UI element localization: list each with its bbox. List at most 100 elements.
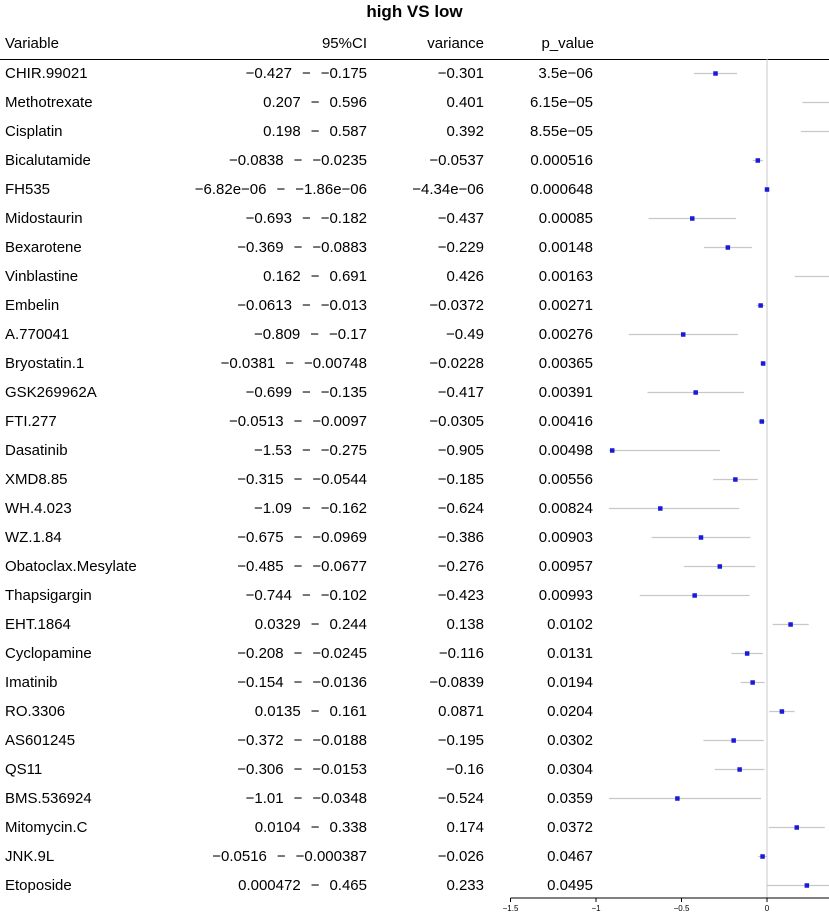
point-estimate [731, 738, 736, 743]
row-ci-high: −0.0544 [312, 471, 367, 488]
table-row: FTI.277 −0.0513− −0.0097 −0.0305 0.00416 [0, 407, 610, 436]
row-variance: 0.0871 [438, 703, 484, 720]
row-variance: −0.49 [446, 326, 484, 343]
row-ci-separator: − [285, 355, 295, 372]
row-ci-high: −0.013 [320, 297, 367, 314]
forest-row-mark [800, 130, 829, 133]
x-tick-label: −1.5 [503, 904, 519, 913]
header-rule [0, 59, 829, 60]
row-ci-separator: − [301, 587, 311, 604]
row-ci-low: 0.0104 [254, 819, 301, 836]
forest-row-mark [772, 622, 809, 627]
row-ci: −6.82e−06− −1.86e−06 [195, 175, 367, 204]
forest-row-mark [648, 216, 736, 221]
row-ci-low: −0.675 [237, 529, 284, 546]
row-ci-separator: − [276, 181, 286, 198]
row-ci: −1.53− −0.275 [254, 436, 367, 465]
row-variance: −0.229 [437, 239, 484, 256]
table-row: FH535 −6.82e−06− −1.86e−06 −4.34e−06 0.00064… [0, 175, 610, 204]
row-ci: 0.207−0.596 [263, 88, 367, 117]
row-variable: EHT.1864 [5, 616, 71, 633]
point-estimate [760, 361, 766, 366]
row-ci-low: −0.427 [245, 65, 292, 82]
row-variance: 0.174 [446, 819, 484, 836]
point-estimate [744, 651, 750, 656]
row-ci-high: −0.175 [320, 65, 367, 82]
row-ci-separator: − [310, 703, 320, 720]
table-row: Thapsigargin −0.744− −0.102 −0.423 0.00993 [0, 581, 610, 610]
forest-row-mark [628, 332, 738, 337]
row-ci-separator: − [293, 152, 303, 169]
row-ci: −0.306− −0.0153 [237, 755, 367, 784]
point-estimate [658, 506, 663, 511]
row-p-value: 0.000648 [530, 181, 593, 198]
row-ci-low: 0.000472 [238, 877, 301, 894]
row-variable: Cisplatin [5, 123, 63, 140]
row-variance: −0.0305 [429, 413, 484, 430]
column-header-95ci: 95%CI [321, 35, 367, 52]
forest-row-mark [713, 477, 758, 482]
point-estimate [675, 796, 680, 801]
row-ci: 0.0104−0.338 [255, 813, 367, 842]
forest-row-mark [609, 506, 740, 511]
row-ci: −0.699− −0.135 [246, 378, 367, 407]
row-ci-separator: − [293, 471, 303, 488]
row-ci-high: −0.0188 [312, 732, 367, 749]
row-ci-separator: − [301, 210, 311, 227]
row-ci-low: −1.01 [245, 790, 284, 807]
row-ci-low: −0.0516 [212, 848, 267, 865]
point-estimate [609, 448, 615, 453]
forest-row-mark [764, 187, 770, 192]
row-variable: Dasatinib [5, 442, 68, 459]
forest-row-mark [639, 593, 750, 598]
point-estimate [693, 390, 698, 395]
row-ci-separator: − [293, 732, 303, 749]
row-p-value: 0.00163 [538, 268, 593, 285]
row-p-value: 0.00903 [538, 529, 593, 546]
forest-row-mark [703, 245, 752, 250]
row-ci: −0.372− −0.0188 [237, 726, 367, 755]
point-estimate [760, 854, 765, 859]
table-row: CHIR.99021 −0.427− −0.175 −0.301 3.5e−06 [0, 59, 610, 88]
row-ci-separator: − [310, 326, 320, 343]
row-ci-separator: − [310, 616, 320, 633]
row-p-value: 0.0302 [547, 732, 593, 749]
row-p-value: 0.00993 [538, 587, 593, 604]
table-row: GSK269962A −0.699− −0.135 −0.417 0.00391 [0, 378, 610, 407]
row-variance: 0.138 [446, 616, 484, 633]
forest-row-mark [714, 767, 765, 772]
point-estimate [794, 825, 800, 830]
row-ci-low: −0.208 [237, 645, 284, 662]
table-row: Methotrexate 0.207−0.596 0.401 6.15e−05 [0, 88, 610, 117]
row-variable: QS11 [5, 761, 43, 778]
row-variance: 0.233 [446, 877, 484, 894]
column-header-p-value: p_value [541, 35, 594, 52]
row-variable: JNK.9L [5, 848, 55, 865]
row-p-value: 0.00271 [538, 297, 593, 314]
x-tick-label: −1 [591, 904, 601, 913]
point-estimate [680, 332, 686, 337]
forest-row-mark [609, 796, 762, 801]
column-header-variance: variance [427, 35, 484, 52]
row-ci-low: −1.09 [253, 500, 292, 517]
row-variable: AS601245 [5, 732, 76, 749]
row-ci: 0.0135−0.161 [255, 697, 367, 726]
point-estimate [750, 680, 755, 685]
row-ci-high: 0.338 [329, 819, 367, 836]
point-estimate [779, 709, 785, 714]
row-variance: −0.437 [437, 210, 484, 227]
row-ci-high: −0.0097 [312, 413, 367, 430]
row-ci: −0.744− −0.102 [246, 581, 367, 610]
point-estimate [690, 216, 695, 221]
row-ci-separator: − [301, 500, 311, 517]
row-variable: CHIR.99021 [5, 65, 88, 82]
forest-row-mark [756, 303, 765, 308]
table-row: Embelin −0.0613− −0.013 −0.0372 0.00271 [0, 291, 610, 320]
row-ci-separator: − [293, 790, 303, 807]
row-variance: −0.386 [437, 529, 484, 546]
row-variable: Methotrexate [5, 94, 93, 111]
row-variable: Bicalutamide [5, 152, 91, 169]
point-estimate [759, 419, 765, 424]
forest-row-mark [758, 419, 766, 424]
